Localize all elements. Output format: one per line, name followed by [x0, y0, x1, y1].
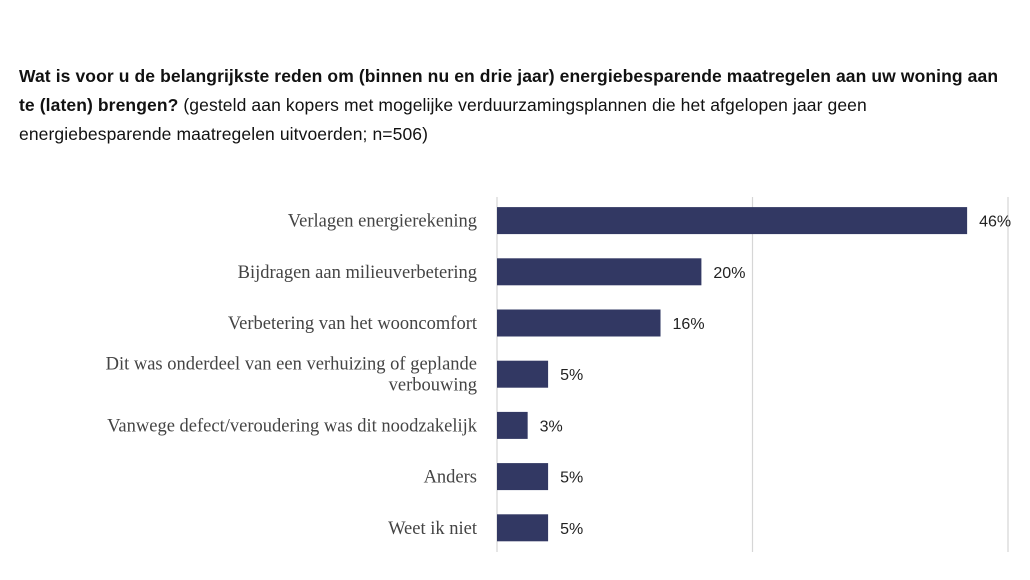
- bar-0: [497, 207, 968, 235]
- category-label-1: Bijdragen aan milieuverbetering: [238, 263, 477, 283]
- category-label-0: Verlagen energierekening: [288, 212, 477, 232]
- bar-3: [497, 360, 549, 388]
- category-label-2: Verbetering van het wooncomfort: [228, 314, 478, 334]
- value-label-2: 16%: [673, 316, 705, 333]
- bar-4: [497, 411, 528, 439]
- category-label-6: Weet ik niet: [388, 519, 478, 539]
- chart-title-subtitle: (gesteld aan kopers met mogelijke verduu…: [19, 95, 867, 144]
- value-label-0: 46%: [979, 214, 1011, 231]
- category-label-3-line-1: verbouwing: [389, 376, 477, 396]
- bar-5: [497, 463, 549, 491]
- category-label-5: Anders: [424, 468, 477, 488]
- value-label-4: 3%: [540, 418, 563, 435]
- bar-6: [497, 514, 549, 542]
- value-label-5: 5%: [560, 470, 583, 487]
- category-label-4: Vanwege defect/veroudering was dit noodz…: [107, 416, 478, 436]
- value-label-6: 5%: [560, 521, 583, 538]
- chart-title: Wat is voor u de belangrijkste reden om …: [19, 62, 1009, 149]
- value-label-1: 20%: [713, 265, 745, 282]
- bar-2: [497, 309, 661, 337]
- chart-title-question: Wat is voor u de belangrijkste reden om …: [19, 66, 999, 115]
- value-label-3: 5%: [560, 367, 583, 384]
- category-label-3-line-0: Dit was onderdeel van een verhuizing of …: [106, 355, 477, 375]
- bar-1: [497, 258, 702, 286]
